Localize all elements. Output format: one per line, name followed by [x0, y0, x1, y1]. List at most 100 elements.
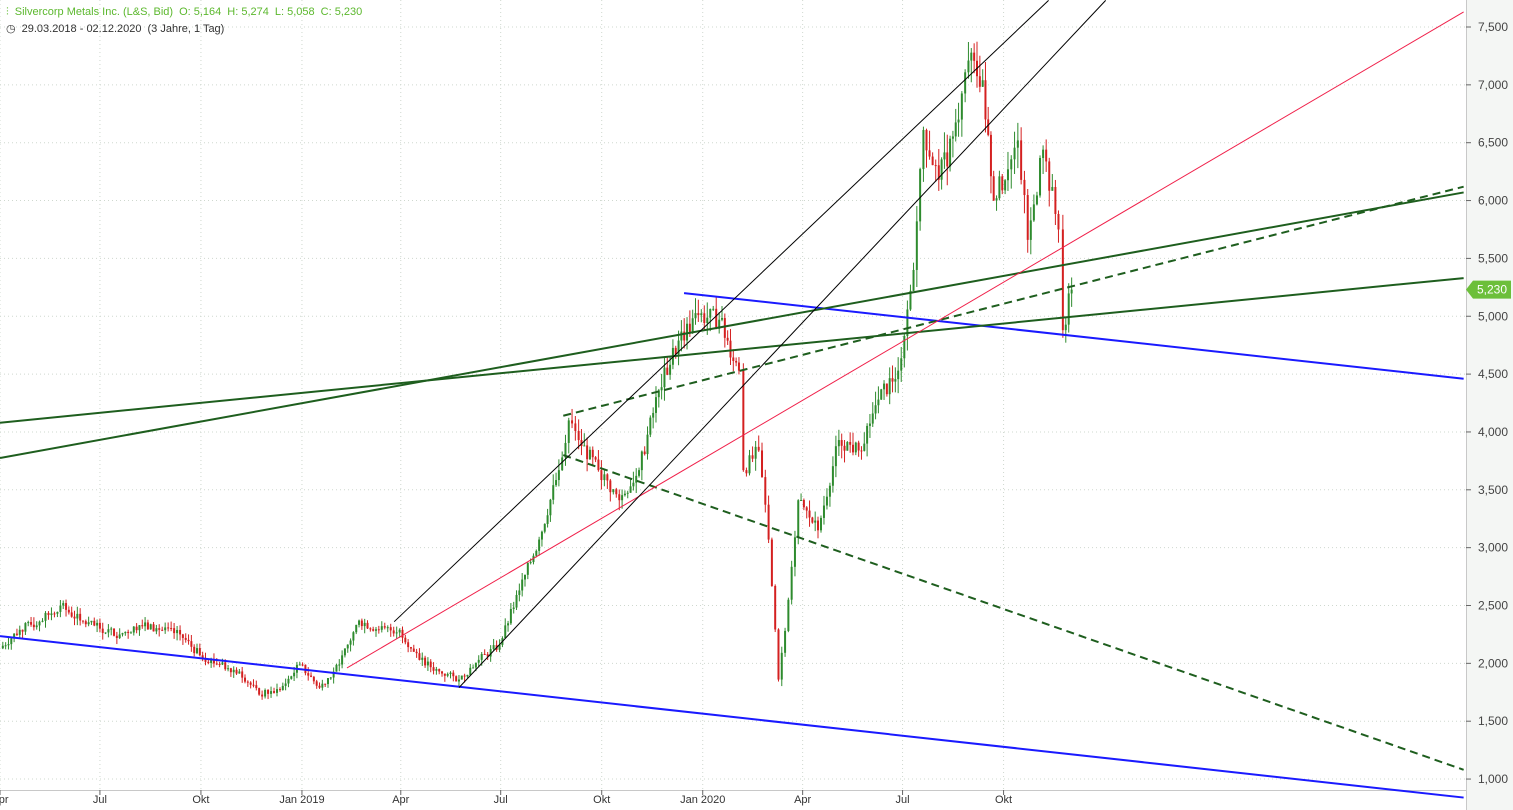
candle-body: [404, 637, 407, 643]
candle: [546, 508, 549, 528]
candle: [697, 299, 700, 322]
y-tick-label: 2,000: [1478, 656, 1508, 670]
candle: [426, 657, 429, 671]
candle-body: [27, 622, 30, 624]
candle: [524, 574, 527, 587]
candle: [389, 623, 392, 637]
candle: [549, 498, 552, 522]
y-tick-label: 4,000: [1478, 425, 1508, 439]
candle-body: [407, 642, 410, 648]
candle: [335, 663, 338, 672]
candle-body: [24, 623, 27, 632]
candle: [538, 536, 541, 556]
candle-body: [586, 445, 589, 460]
candle-body: [455, 676, 458, 682]
candle-body: [828, 485, 831, 497]
candle: [1, 641, 4, 650]
candle: [703, 305, 706, 330]
candle-body: [107, 629, 110, 633]
candle: [238, 669, 241, 674]
candle: [754, 440, 757, 471]
candle: [298, 661, 301, 666]
candle: [227, 665, 230, 672]
candle-body: [358, 620, 361, 625]
candle: [395, 626, 398, 639]
candle-body: [315, 681, 318, 686]
candle: [828, 482, 831, 507]
candle: [509, 603, 512, 625]
candle-body: [814, 520, 817, 523]
candle: [1001, 174, 1004, 195]
candle-body: [1023, 179, 1026, 196]
candle-body: [1067, 293, 1070, 325]
candle-body: [922, 129, 925, 170]
candle: [276, 683, 279, 697]
candle-body: [293, 672, 296, 677]
candle-body: [389, 627, 392, 631]
candle-body: [141, 625, 144, 627]
candle-body: [170, 628, 173, 630]
candle-body: [278, 689, 281, 691]
candle-body: [515, 594, 518, 608]
candle-body: [817, 520, 820, 531]
candle-body: [93, 620, 96, 626]
candle: [380, 621, 383, 633]
candle: [87, 616, 90, 627]
candle: [880, 388, 883, 400]
candle: [441, 670, 444, 677]
candle-body: [663, 367, 666, 388]
candle-body: [897, 370, 900, 380]
candle: [618, 489, 621, 511]
candle-body: [987, 119, 990, 135]
candle-body: [874, 405, 877, 414]
candle: [495, 640, 498, 652]
candle-body: [204, 659, 207, 662]
candle-body: [995, 198, 998, 201]
candle-body: [646, 434, 649, 455]
candle: [751, 446, 754, 463]
candle: [787, 597, 790, 633]
candle-body: [524, 574, 527, 580]
candle: [805, 506, 808, 519]
candle-body: [190, 641, 193, 647]
candle-body: [221, 662, 224, 665]
candle: [352, 631, 355, 646]
candle-body: [104, 632, 107, 634]
candle: [232, 666, 235, 678]
y-axis-panel: [1466, 0, 1513, 810]
candle: [386, 625, 389, 633]
candle-body: [567, 420, 570, 443]
candle: [198, 643, 201, 657]
candle: [18, 625, 21, 639]
candle-body: [1032, 204, 1035, 221]
candle-body: [1016, 140, 1019, 148]
candle: [10, 636, 13, 650]
candle: [800, 493, 803, 501]
candle-body: [591, 449, 594, 458]
candle: [129, 631, 132, 634]
candle-body: [877, 399, 880, 406]
candle: [472, 664, 475, 669]
candle: [915, 206, 918, 288]
candle: [369, 627, 372, 632]
candle-body: [946, 152, 949, 167]
candle-body: [383, 626, 386, 628]
candle-body: [546, 515, 549, 524]
candle-body: [115, 635, 118, 638]
candle-body: [138, 625, 141, 631]
y-tick-label: 7,500: [1478, 20, 1508, 34]
candle-body: [184, 637, 187, 640]
duration: (3 Jahre, 1 Tag): [147, 23, 225, 35]
candle: [1004, 179, 1007, 195]
candle: [167, 622, 170, 632]
candle: [504, 618, 507, 639]
trendline: [0, 277, 1464, 424]
candle-body: [718, 319, 721, 329]
y-tick-label: 6,500: [1478, 136, 1508, 150]
candle: [552, 474, 555, 505]
candle-body: [715, 308, 718, 329]
candle: [79, 608, 82, 626]
candle: [81, 620, 84, 624]
candle: [346, 644, 349, 653]
